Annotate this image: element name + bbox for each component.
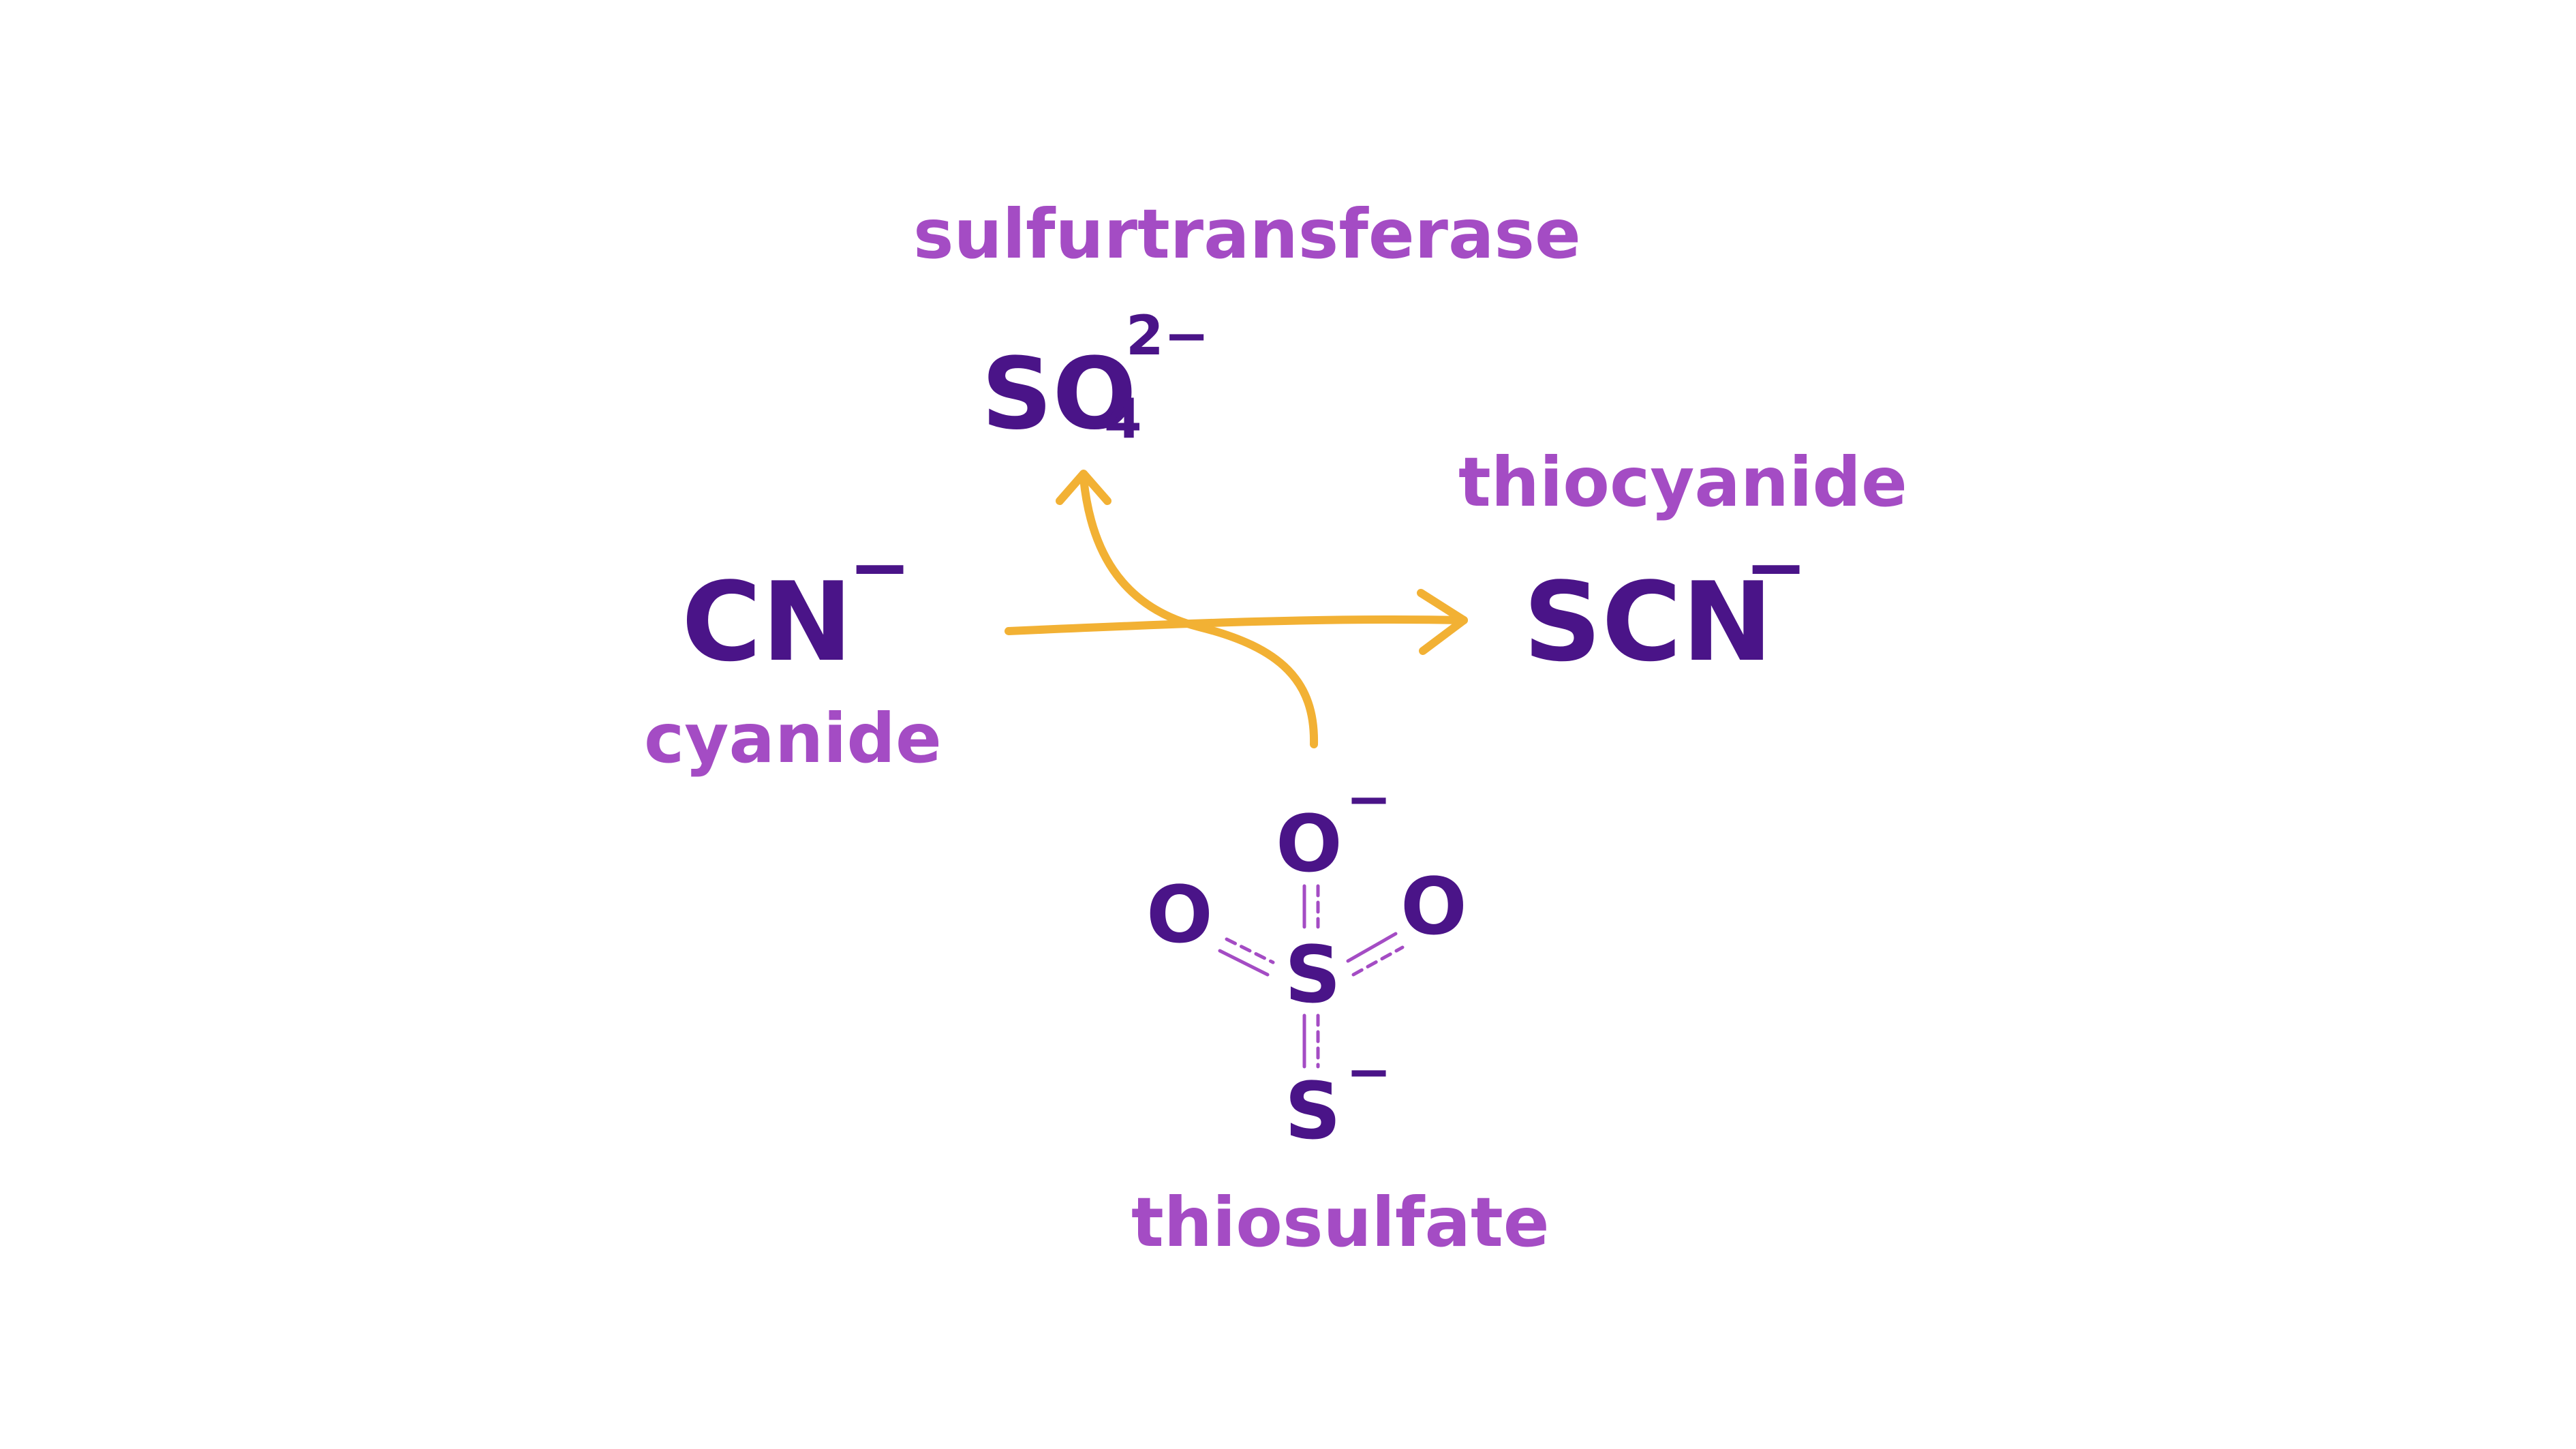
sulfate-formula: SO 4 2− [981,304,1210,452]
sulfate-subscript: 4 [1104,387,1142,451]
thiocyanide-main: SCN [1523,558,1773,686]
bond-s-oright-dashed [1351,945,1405,977]
reaction-arrow-head [1417,589,1468,655]
cyanide-charge: − [848,523,911,611]
thiocyanide-formula: SCN − [1523,523,1807,686]
atom-right-oxygen: O [1400,861,1467,953]
sulfate-main: SO [981,337,1137,452]
reaction-arrow [1005,589,1468,655]
atom-top-oxygen: O [1276,799,1343,890]
atom-left-oxygen: O [1146,870,1213,961]
enzyme-label: sulfurtransferase [913,194,1581,274]
reaction-arrow-shaft [1005,615,1468,635]
product-name-label: thiocyanide [1458,442,1907,522]
atom-bottom-sulfur-charge: − [1346,1040,1392,1103]
thiosulfate-structure: O − O O S S − [1146,767,1467,1157]
atom-central-sulfur: S [1285,930,1341,1021]
thiocyanide-charge: − [1745,523,1807,611]
cyanide-formula: CN − [681,523,911,686]
bond-s-oleft-solid [1218,949,1270,977]
bond-s-oright-solid [1346,932,1398,963]
donor-name-label: thiosulfate [1131,1183,1550,1262]
sulfate-charge: 2− [1126,304,1210,367]
reactant-name-label: cyanide [644,699,942,778]
side-arrow [1056,470,1319,748]
cyanide-main: CN [681,558,853,686]
side-arrow-head [1056,470,1111,505]
atom-top-oxygen-charge: − [1346,767,1392,831]
atom-bottom-sulfur: S [1285,1066,1341,1157]
side-arrow-curve [1079,474,1319,748]
bond-s-oleft-dashed [1225,937,1275,964]
